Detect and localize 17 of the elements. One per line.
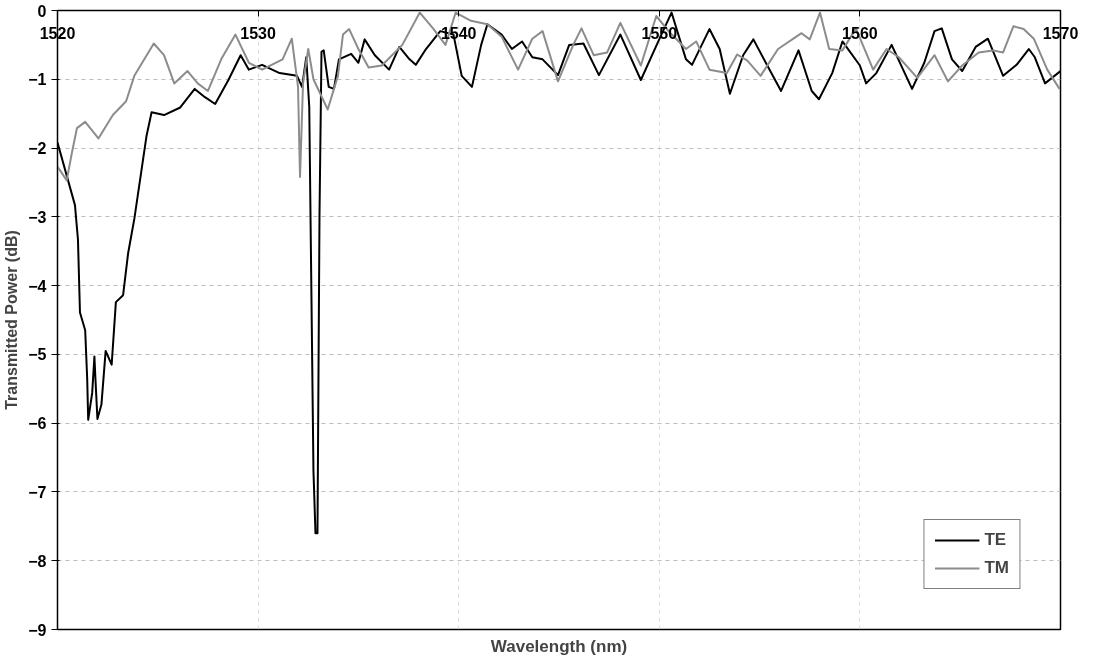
y-axis-title: Transmitted Power (dB) [3,230,21,410]
y-tick-label: −8 [28,552,47,570]
y-tick-label: −2 [28,140,47,158]
x-axis-title: Wavelength (nm) [490,636,628,656]
y-tick-label: −9 [28,621,47,639]
y-tick-label: −6 [28,415,47,433]
x-tick-label: 1530 [240,24,276,42]
x-tick-label: 1540 [440,24,477,42]
y-tick-label: −1 [28,71,47,89]
legend-label: TM [984,558,1009,578]
legend-label: TE [984,530,1007,550]
y-tick-label: −5 [28,346,47,364]
y-tick-label: −7 [28,483,47,501]
y-tick-label: −3 [28,208,47,226]
x-tick-label: 1560 [842,24,878,42]
y-tick-label: 0 [37,2,47,20]
y-tick-label: −4 [28,277,47,295]
